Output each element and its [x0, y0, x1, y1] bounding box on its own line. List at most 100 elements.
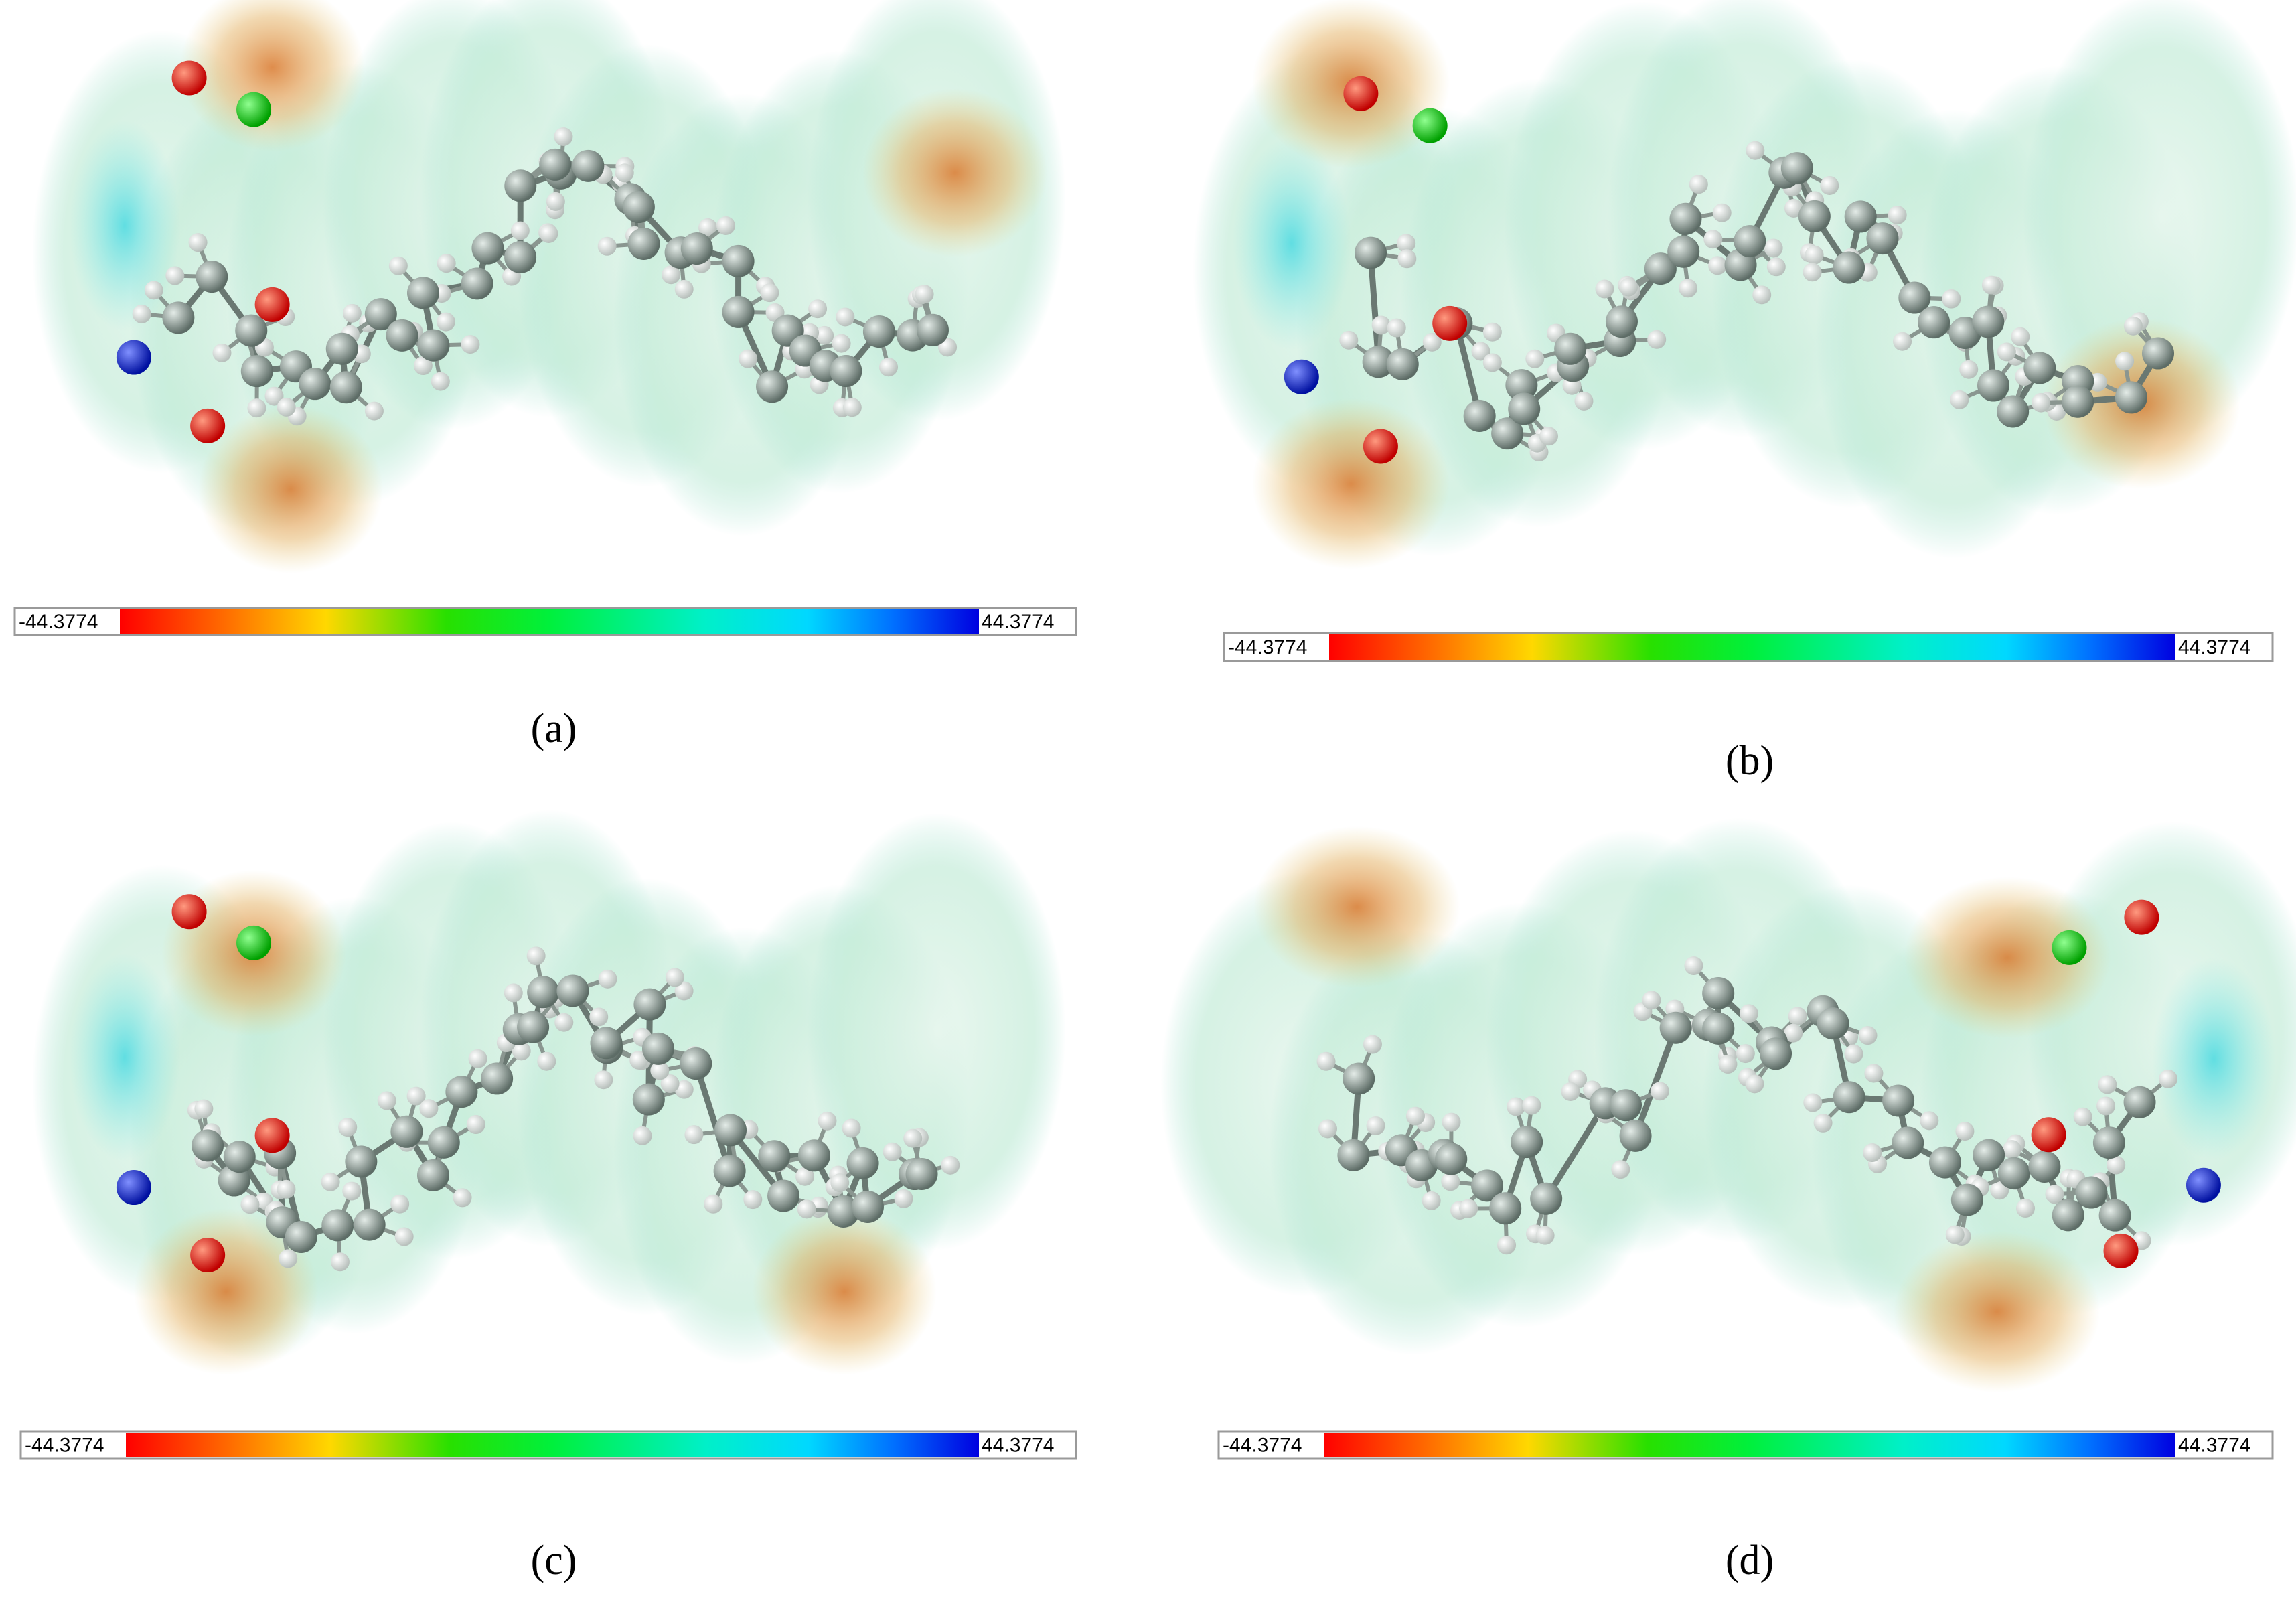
carbon-atom: [680, 232, 713, 265]
surface-negative: [862, 88, 1048, 258]
hydrogen-atom: [1318, 1119, 1337, 1139]
carbon-atom: [556, 974, 589, 1007]
carbon-atom: [1780, 152, 1813, 185]
carbon-atom: [461, 267, 493, 300]
carbon-atom: [2115, 381, 2147, 414]
hydrogen-atom: [1736, 1044, 1755, 1064]
oxygen-atom: [190, 408, 226, 443]
hydrogen-atom: [1945, 1225, 1965, 1244]
hydrogen-atom: [330, 1252, 350, 1272]
carbon-atom: [1892, 1126, 1924, 1159]
hydrogen-atom: [2002, 1140, 2021, 1159]
scale-max: 44.3774: [982, 1434, 1054, 1456]
hydrogen-atom: [1387, 318, 1406, 338]
hydrogen-atom: [546, 192, 565, 211]
hydrogen-atom: [1650, 1082, 1669, 1101]
bond: [693, 1062, 733, 1172]
hydrogen-atom: [1863, 1143, 1882, 1163]
hydrogen-atom: [1482, 353, 1502, 372]
hydrogen-atom: [836, 307, 855, 327]
panel-label: (a): [531, 706, 577, 751]
hydrogen-atom: [633, 1126, 652, 1145]
carbon-atom: [1508, 392, 1541, 425]
carbon-atom: [572, 149, 605, 182]
molecule-map: [32, 809, 1066, 1375]
hydrogen-atom: [830, 1173, 850, 1193]
hydrogen-atom: [1805, 245, 1824, 265]
oxygen-atom: [2031, 1117, 2066, 1153]
scale-gradient: [120, 609, 979, 634]
hydrogen-atom: [1539, 427, 1558, 446]
carbon-atom: [299, 368, 331, 401]
hydrogen-atom: [915, 285, 934, 304]
hydrogen-atom: [1950, 390, 1969, 409]
hydrogen-atom: [165, 266, 185, 285]
hydrogen-atom: [1497, 1236, 1517, 1255]
nitrogen-atom: [116, 1170, 151, 1206]
carbon-atom: [353, 1208, 386, 1241]
scale-gradient: [1329, 634, 2175, 660]
hydrogen-atom: [597, 236, 617, 256]
surface-negative: [198, 405, 383, 574]
carbon-atom: [321, 1209, 354, 1242]
hydrogen-atom: [1339, 330, 1359, 350]
hydrogen-atom: [842, 398, 862, 417]
carbon-atom: [2028, 1151, 2061, 1183]
scale-max: 44.3774: [982, 611, 1054, 633]
carbon-atom: [1605, 305, 1638, 338]
panel-label: (c): [531, 1538, 577, 1583]
hydrogen-atom: [665, 968, 684, 987]
hydrogen-atom: [1684, 956, 1703, 976]
oxygen-atom: [254, 287, 290, 322]
hydrogen-atom: [406, 1086, 426, 1106]
oxygen-atom: [1432, 305, 1468, 341]
hydrogen-atom: [1920, 1111, 1939, 1131]
carbon-atom: [1463, 400, 1496, 433]
hydrogen-atom: [554, 1013, 574, 1032]
hydrogen-atom: [436, 312, 455, 332]
color-scale: -44.3774 44.3774: [1223, 632, 2274, 662]
hydrogen-atom: [1981, 275, 2001, 295]
hydrogen-atom: [194, 1099, 214, 1118]
hydrogen-atom: [1712, 203, 1732, 222]
hydrogen-atom: [1745, 1074, 1764, 1094]
hydrogen-atom: [941, 1155, 960, 1175]
scale-gradient: [126, 1433, 979, 1457]
carbon-atom: [1355, 236, 1387, 269]
hydrogen-atom: [815, 325, 834, 345]
carbon-atom: [235, 314, 268, 347]
hydrogen-atom: [1942, 289, 1961, 309]
carbon-atom: [2142, 337, 2175, 370]
hydrogen-atom: [1422, 332, 1442, 352]
panel: -44.3774 44.3774 (b): [1193, 0, 2296, 784]
carbon-atom: [2023, 352, 2056, 384]
hydrogen-atom: [390, 1194, 410, 1214]
hydrogen-atom: [1803, 263, 1822, 282]
hydrogen-atom: [883, 1142, 902, 1161]
hydrogen-atom: [1766, 257, 1786, 277]
hydrogen-atom: [2032, 393, 2051, 413]
carbon-atom: [633, 988, 666, 1021]
hydrogen-atom: [2159, 1069, 2178, 1088]
scale-gradient: [1324, 1433, 2175, 1457]
hydrogen-atom: [1595, 279, 1614, 299]
carbon-atom: [797, 1139, 830, 1172]
hydrogen-atom: [388, 256, 408, 275]
carbon-atom: [1362, 346, 1395, 378]
carbon-atom: [1898, 281, 1931, 314]
hydrogen-atom: [760, 283, 779, 303]
hydrogen-atom: [2011, 327, 2030, 346]
bond: [1543, 1102, 1608, 1201]
carbon-atom: [862, 315, 895, 348]
hydrogen-atom: [739, 349, 758, 368]
carbon-atom: [386, 319, 418, 352]
carbon-atom: [641, 1032, 674, 1065]
carbon-atom: [1918, 306, 1950, 339]
carbon-atom: [1343, 1062, 1375, 1095]
carbon-atom: [1511, 1126, 1543, 1159]
hydrogen-atom: [1955, 1122, 1975, 1141]
hydrogen-atom: [660, 1074, 680, 1093]
carbon-atom: [632, 1083, 665, 1116]
hydrogen-atom: [2045, 1185, 2064, 1204]
hydrogen-atom: [279, 1249, 298, 1268]
